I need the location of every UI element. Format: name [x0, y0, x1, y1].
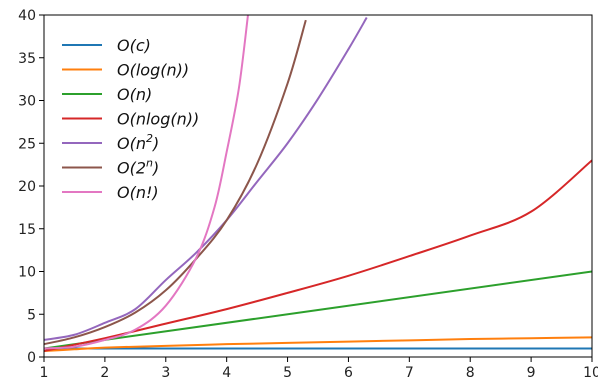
series-line-2 [44, 270, 592, 350]
x-tick-label: 9 [527, 365, 536, 381]
x-tick-label: 2 [100, 365, 109, 381]
legend-label: O(n!) [117, 183, 159, 202]
x-tick-label: 5 [283, 365, 292, 381]
legend: O(c) O(log(n)) O(n) O(nlog(n)) O(n2) O(2n) O(n… [62, 36, 199, 202]
legend-label: O(n) [117, 85, 152, 104]
legend-entry: O(2n) [62, 157, 159, 178]
y-tick-label: 20 [18, 179, 36, 195]
legend-label: O(nlog(n)) [117, 110, 199, 129]
legend-entry: O(n!) [62, 183, 159, 202]
x-tick-label: 7 [405, 365, 414, 381]
series-line-1 [44, 336, 592, 353]
y-tick-label: 0 [27, 350, 36, 366]
series-line-5 [44, 19, 307, 346]
y-tick-label: 35 [18, 51, 36, 67]
y-tick-label: 15 [18, 222, 36, 238]
y-tick-label: 5 [27, 307, 36, 323]
series-layer [44, 15, 592, 353]
legend-label: O(2n) [117, 157, 159, 178]
x-tick-label: 6 [344, 365, 353, 381]
x-tick-label: 1 [40, 365, 49, 381]
legend-label: O(log(n)) [117, 61, 189, 80]
legend-entry: O(log(n)) [62, 61, 189, 80]
axes-layer: 0 5 10 15 20 25 30 35 40 1 2 3 4 5 6 7 8 9 10 [18, 8, 598, 381]
legend-label: O(n2) [117, 132, 159, 153]
series-line-4 [44, 17, 368, 341]
y-tick-label: 30 [18, 94, 36, 110]
legend-entry: O(nlog(n)) [62, 110, 199, 129]
y-tick-label: 40 [18, 8, 36, 24]
legend-entry: O(n) [62, 85, 152, 104]
x-tick-label: 3 [161, 365, 170, 381]
legend-label: O(c) [117, 36, 151, 55]
x-tick-label: 4 [222, 365, 231, 381]
x-tick-label: 8 [466, 365, 475, 381]
legend-entry: O(c) [62, 36, 151, 55]
series-line-6 [44, 15, 249, 350]
x-tick-label: 10 [583, 365, 598, 381]
series-line-3 [44, 159, 592, 352]
legend-entry: O(n2) [62, 132, 159, 153]
y-tick-label: 25 [18, 136, 36, 152]
y-tick-label: 10 [18, 265, 36, 281]
